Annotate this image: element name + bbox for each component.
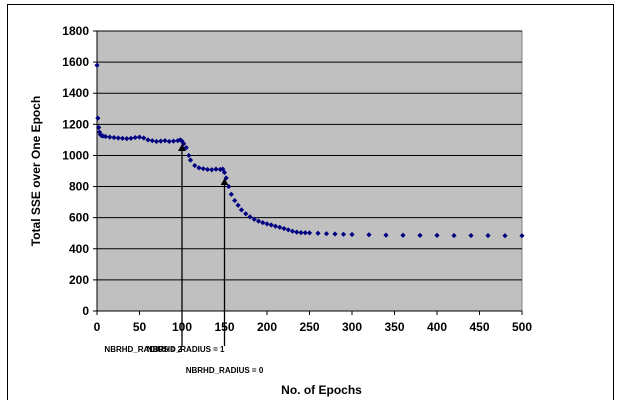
data-point-0-75 xyxy=(502,233,508,239)
data-point-0-13 xyxy=(128,135,134,141)
x-tick-label-450: 450 xyxy=(469,320,489,334)
data-point-0-50 xyxy=(260,220,266,226)
data-point-0-35 xyxy=(209,167,215,173)
data-point-0-63 xyxy=(323,231,330,237)
data-point-0-44 xyxy=(235,202,241,208)
data-point-0-0 xyxy=(94,62,100,68)
data-point-0-9 xyxy=(111,134,117,141)
x-tick-label-200: 200 xyxy=(257,320,277,334)
data-point-0-21 xyxy=(162,138,168,144)
data-point-0-29 xyxy=(186,152,192,159)
data-point-0-65 xyxy=(340,231,347,237)
data-point-0-45 xyxy=(238,207,245,213)
data-point-0-69 xyxy=(400,232,406,238)
data-point-0-30 xyxy=(187,157,194,163)
data-point-0-10 xyxy=(115,135,121,141)
data-point-0-43 xyxy=(232,197,238,204)
x-tick-label-500: 500 xyxy=(512,320,532,334)
y-tick-label-1800: 1800 xyxy=(62,24,89,38)
data-point-0-70 xyxy=(417,232,423,238)
data-point-0-64 xyxy=(332,231,338,237)
x-tick-label-0: 0 xyxy=(94,320,101,334)
x-tick-label-350: 350 xyxy=(384,320,404,334)
data-point-0-15 xyxy=(136,134,143,140)
data-point-0-71 xyxy=(434,232,440,238)
y-axis-title: Total SSE over One Epoch xyxy=(29,96,43,246)
annotation-label-2: NBRHD_RADIUS = 0 xyxy=(186,366,264,375)
data-point-0-53 xyxy=(272,223,279,229)
data-point-0-16 xyxy=(141,135,147,141)
data-point-0-68 xyxy=(383,232,389,238)
data-point-0-1 xyxy=(95,115,101,121)
data-point-0-36 xyxy=(213,166,219,172)
x-tick-label-50: 50 xyxy=(133,320,147,334)
plot-area xyxy=(96,30,523,312)
y-tick-label-800: 800 xyxy=(69,180,89,194)
y-tick-label-200: 200 xyxy=(69,273,89,287)
x-tick-label-250: 250 xyxy=(299,320,319,334)
y-tick-label-1000: 1000 xyxy=(62,148,89,162)
data-point-0-52 xyxy=(268,222,274,228)
y-tick-label-600: 600 xyxy=(69,211,89,225)
data-point-0-41 xyxy=(226,183,232,190)
data-point-0-18 xyxy=(149,138,155,144)
data-point-0-54 xyxy=(277,224,283,230)
data-point-0-20 xyxy=(158,138,164,144)
data-point-0-74 xyxy=(485,232,491,239)
data-point-0-76 xyxy=(519,233,525,239)
data-point-0-73 xyxy=(468,232,474,239)
data-point-0-72 xyxy=(451,232,457,239)
data-point-0-23 xyxy=(170,138,177,144)
plot-background xyxy=(96,30,523,312)
data-point-0-61 xyxy=(306,230,313,236)
data-point-0-49 xyxy=(255,218,262,224)
data-point-0-14 xyxy=(132,134,138,141)
annotation-label-0: NBRHD_RADIUS = 2 xyxy=(104,345,182,354)
data-point-0-55 xyxy=(281,225,287,232)
data-point-0-48 xyxy=(251,216,257,222)
x-axis-title: No. of Epochs xyxy=(281,383,362,397)
y-tick-label-1200: 1200 xyxy=(62,117,89,131)
data-point-0-47 xyxy=(247,214,253,220)
data-point-0-2 xyxy=(96,124,102,131)
data-point-0-56 xyxy=(285,227,291,233)
data-point-0-67 xyxy=(366,232,372,238)
data-point-0-31 xyxy=(192,162,198,169)
data-point-0-60 xyxy=(302,230,308,236)
data-point-0-46 xyxy=(243,211,249,217)
chart-frame: 0 200 400 600 800 1000 1200 1400 1600 1800 0 50 100 1… xyxy=(7,4,614,400)
data-point-0-39 xyxy=(221,169,228,176)
y-tick-label-1600: 1600 xyxy=(62,55,89,69)
data-point-0-58 xyxy=(294,229,300,235)
data-point-0-42 xyxy=(228,191,234,197)
data-point-0-22 xyxy=(166,138,172,145)
x-tick-label-400: 400 xyxy=(427,320,447,334)
data-point-0-57 xyxy=(289,228,296,234)
data-point-0-12 xyxy=(124,136,130,142)
data-point-0-19 xyxy=(153,138,160,145)
data-series xyxy=(94,62,525,239)
data-point-0-34 xyxy=(204,166,211,173)
data-point-0-11 xyxy=(119,135,126,141)
data-point-0-17 xyxy=(145,137,151,143)
data-point-0-32 xyxy=(196,165,202,171)
data-point-0-33 xyxy=(200,166,206,172)
data-point-0-59 xyxy=(298,230,304,236)
y-tick-label-400: 400 xyxy=(69,242,89,256)
data-point-0-66 xyxy=(349,231,355,238)
data-point-0-8 xyxy=(107,134,113,140)
data-point-0-51 xyxy=(264,221,270,227)
annotation-label-1: NBRHD_RADIUS = 1 xyxy=(147,345,225,354)
data-point-0-62 xyxy=(315,230,321,236)
y-tick-label-1400: 1400 xyxy=(62,86,89,100)
y-tick-label-0: 0 xyxy=(82,304,89,318)
x-tick-label-300: 300 xyxy=(342,320,362,334)
gridlines xyxy=(97,30,522,281)
data-point-0-7 xyxy=(102,133,109,140)
